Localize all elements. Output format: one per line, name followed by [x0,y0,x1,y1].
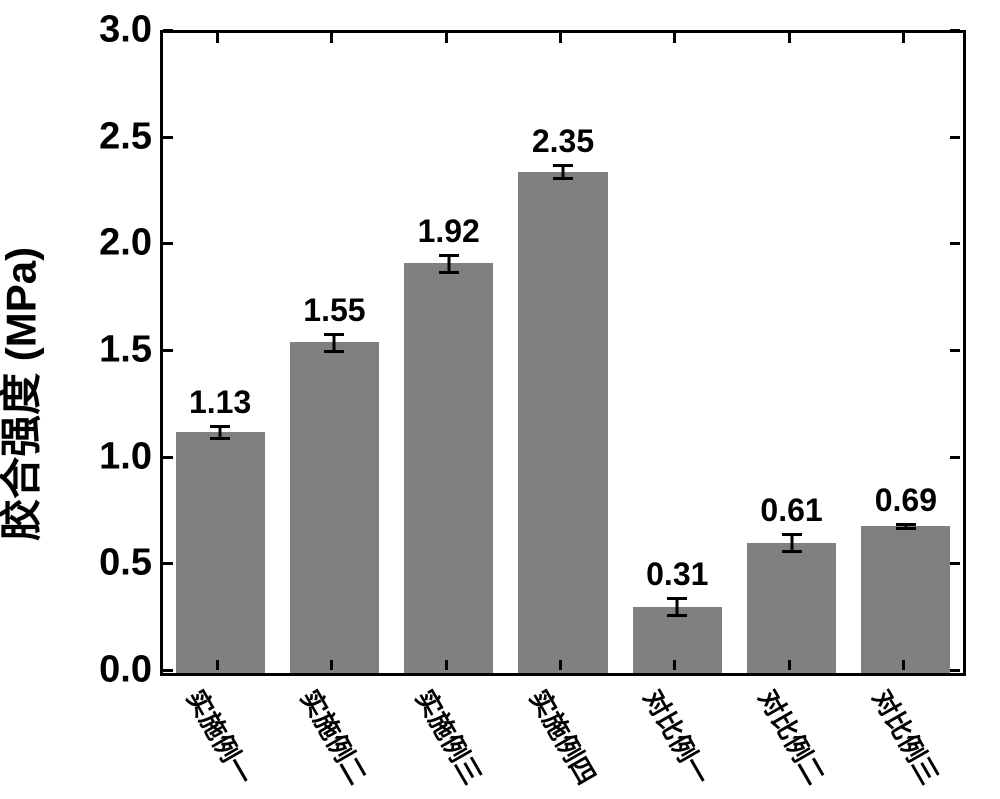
error-bar-cap [782,533,802,536]
x-tick [673,660,676,670]
bar-value-label: 0.61 [760,492,822,529]
error-bar-cap [667,597,687,600]
y-tick-label: 1.5 [99,329,152,372]
x-tick [330,33,333,43]
x-tick [445,660,448,670]
y-tick [163,456,173,459]
x-tick [902,33,905,43]
plot-area: 1.13 1.55 1.92 2.35 0.31 0.61 0.69 [160,30,966,676]
x-tick-label: 实施例三 [408,682,492,791]
bar: 0.61 [747,543,836,673]
y-tick [950,136,960,139]
x-tick [673,33,676,43]
x-tick [216,660,219,670]
y-tick-label: 1.0 [99,435,152,478]
y-axis-label: 胶合强度 (MPa) [0,246,49,540]
y-tick [950,349,960,352]
error-bar-line [790,534,793,551]
error-bar-cap [782,550,802,553]
x-tick [788,660,791,670]
bar-value-label: 2.35 [532,123,594,160]
error-bar-line [447,255,450,272]
y-tick [950,456,960,459]
x-tick-label: 对比例三 [865,682,949,791]
y-tick-label: 0.5 [99,542,152,585]
bar-value-label: 0.31 [646,556,708,593]
bars-group: 1.13 1.55 1.92 2.35 0.31 0.61 0.69 [163,33,963,673]
x-tick [330,660,333,670]
y-tick [163,242,173,245]
error-bar-cap [324,350,344,353]
error-bar-cap [324,333,344,336]
bar-value-label: 1.13 [189,384,251,421]
x-tick-label: 对比例二 [751,682,835,791]
error-bar-cap [896,527,916,530]
y-tick [950,242,960,245]
y-tick-label: 2.5 [99,115,152,158]
bar: 0.69 [861,526,950,673]
y-tick [163,562,173,565]
x-tick-label: 实施例二 [293,682,377,791]
chart-container: 胶合强度 (MPa) 1.131.551.922.350.310.610.69 … [0,0,1000,799]
bar-value-label: 0.69 [875,482,937,519]
error-bar-cap [439,271,459,274]
bar: 1.13 [176,432,265,673]
y-tick [163,136,173,139]
x-tick-label: 实施例四 [522,682,606,791]
y-tick-label: 3.0 [99,9,152,52]
y-tick [163,349,173,352]
x-tick-label: 对比例一 [636,682,720,791]
x-tick [445,33,448,43]
x-tick [216,33,219,43]
x-tick [559,660,562,670]
y-tick [163,29,173,32]
y-tick-label: 2.0 [99,222,152,265]
bar: 0.31 [633,607,722,673]
y-tick [950,562,960,565]
y-tick [950,29,960,32]
x-tick [902,660,905,670]
error-bar-cap [439,254,459,257]
y-tick [950,669,960,672]
error-bar-cap [210,425,230,428]
error-bar-cap [553,177,573,180]
x-tick [559,33,562,43]
error-bar-cap [210,437,230,440]
error-bar-line [676,598,679,615]
bar: 2.35 [518,172,607,673]
error-bar-line [333,334,336,351]
bar: 1.55 [290,342,379,673]
y-tick-label: 0.0 [99,649,152,692]
x-tick-label: 实施例一 [179,682,263,791]
error-bar-cap [896,523,916,526]
y-tick [163,669,173,672]
bar-value-label: 1.55 [303,292,365,329]
error-bar-cap [667,614,687,617]
x-tick [788,33,791,43]
bar: 1.92 [404,263,493,673]
bar-value-label: 1.92 [418,213,480,250]
error-bar-cap [553,164,573,167]
